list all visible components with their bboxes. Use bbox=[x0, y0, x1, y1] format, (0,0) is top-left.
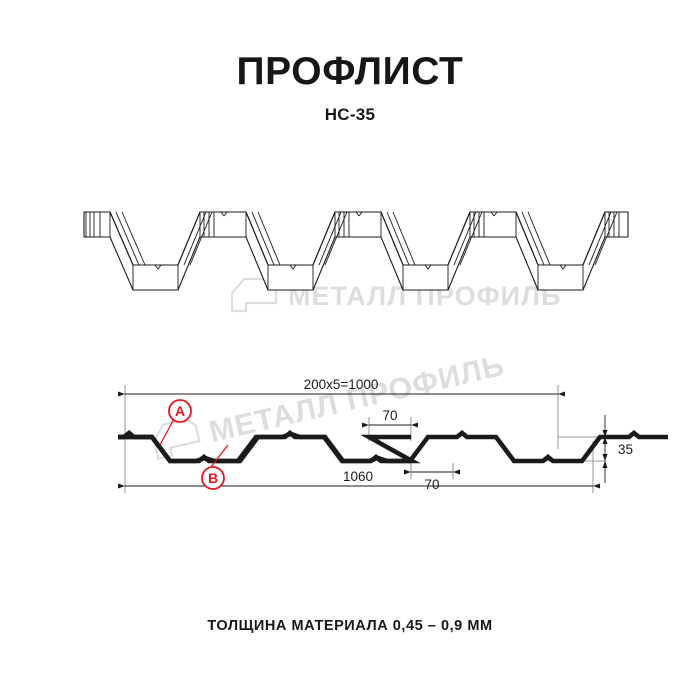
isometric-view: МЕТАЛЛ ПРОФИЛЬ bbox=[0, 175, 700, 320]
profile-outline-left bbox=[118, 430, 152, 440]
footer: ТОЛЩИНА МАТЕРИАЛА 0,45 – 0,9 ММ bbox=[0, 618, 700, 634]
dim-text-crest-width: 70 bbox=[382, 408, 397, 423]
header: ПРОФЛИСТ НС-35 bbox=[0, 52, 700, 125]
watermark-logo-icon bbox=[230, 277, 278, 313]
callout-a-leader bbox=[159, 416, 176, 446]
cross-section-view: МЕТАЛЛ ПРОФИЛЬ bbox=[0, 345, 700, 510]
callout-a-circle bbox=[168, 399, 192, 423]
callout-a-label: A bbox=[175, 403, 185, 419]
sheet-outline bbox=[83, 211, 629, 291]
callout-b-circle bbox=[201, 466, 225, 490]
model-designation: НС-35 bbox=[324, 105, 376, 124]
dim-text-profile-height: 35 bbox=[618, 442, 633, 457]
profile-outline-main bbox=[118, 430, 668, 464]
callout-b-label: B bbox=[208, 470, 218, 486]
isometric-svg: МЕТАЛЛ ПРОФИЛЬ bbox=[83, 211, 629, 313]
flute-lines bbox=[85, 211, 620, 290]
cross-section-svg: МЕТАЛЛ ПРОФИЛЬ bbox=[117, 349, 668, 493]
dimension-lines bbox=[117, 391, 608, 489]
watermark-logo-icon-2 bbox=[153, 418, 201, 461]
page-title: ПРОФЛИСТ bbox=[236, 50, 464, 93]
dim-text-valley-width: 70 bbox=[424, 477, 439, 492]
material-thickness-note: ТОЛЩИНА МАТЕРИАЛА 0,45 – 0,9 ММ bbox=[207, 618, 493, 634]
callout-group: A B bbox=[159, 399, 229, 490]
dim-text-working-width: 200x5=1000 bbox=[304, 377, 379, 392]
sheet-3d-geometry bbox=[83, 211, 629, 291]
dim-text-total-width: 1060 bbox=[343, 469, 373, 484]
